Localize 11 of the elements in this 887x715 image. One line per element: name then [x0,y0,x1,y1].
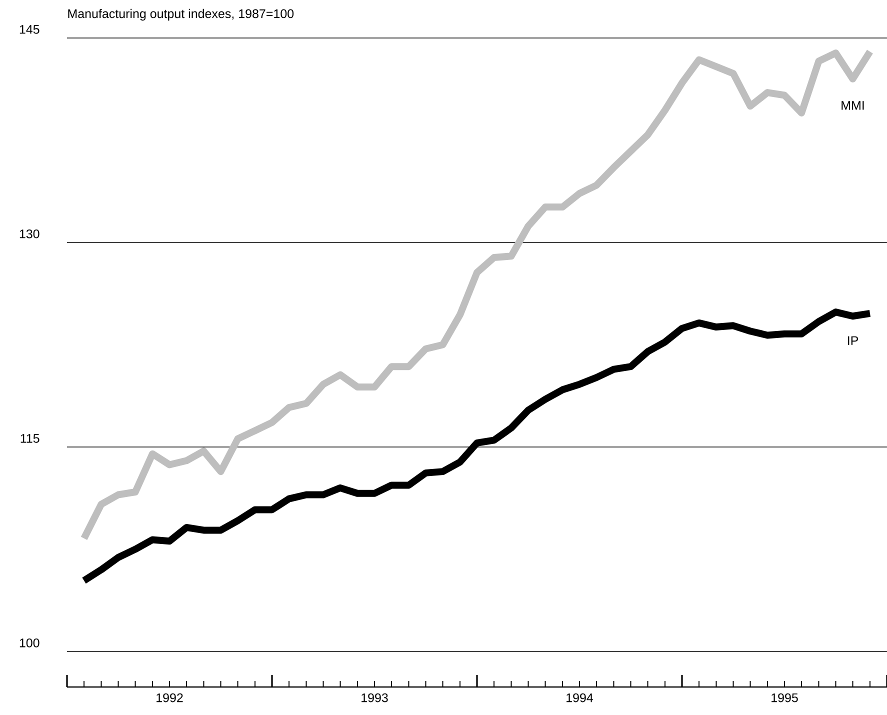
y-tick-label: 100 [20,638,40,648]
x-tick-label: 1994 [566,693,594,702]
y-tick-label: 115 [20,434,40,443]
series-label: IP [848,336,858,345]
chart-title: Manufacturing output indexes, 1987=100 [68,8,294,21]
x-tick-label: 1995 [772,693,798,702]
y-tick-label: 130 [20,229,40,238]
series-label: MMI [842,101,864,110]
x-tick-label: 1992 [156,693,183,702]
x-tick-label: 1993 [362,693,388,702]
y-tick-label: 145 [20,25,40,34]
